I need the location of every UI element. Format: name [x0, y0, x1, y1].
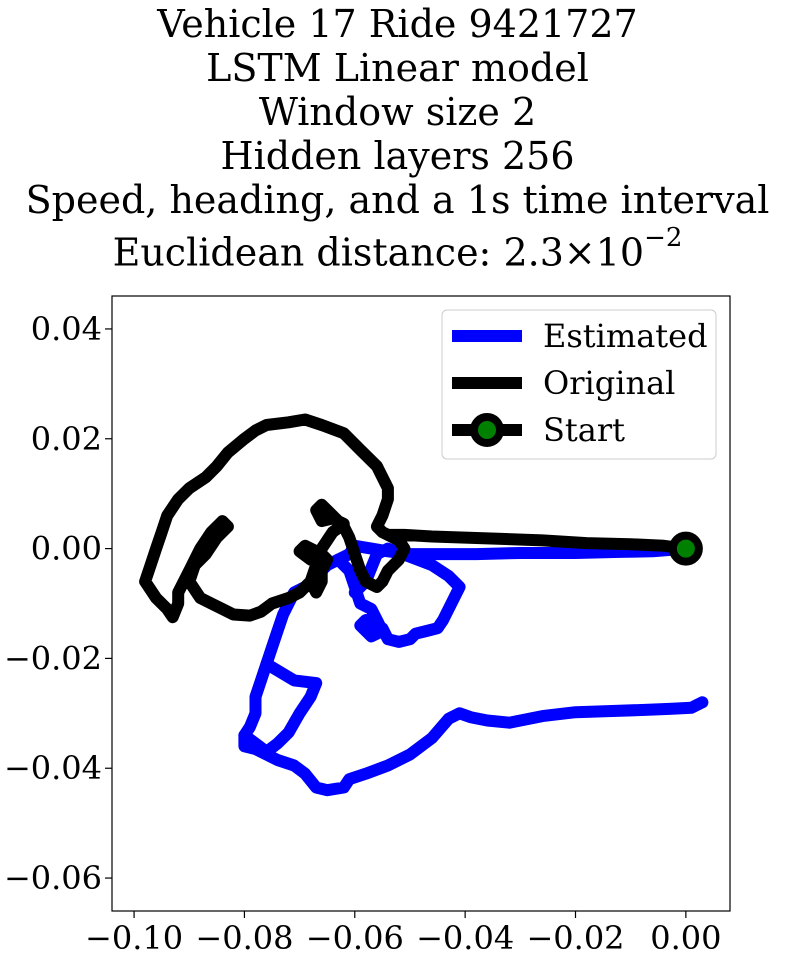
metric-exponent: −2	[644, 223, 683, 253]
chart-title: Vehicle 17 Ride 9421727 LSTM Linear mode…	[0, 2, 795, 275]
title-line-hidden: Hidden layers 256	[220, 134, 575, 178]
x-tick-label: −0.02	[526, 919, 624, 957]
y-tick-label: 0.02	[31, 420, 102, 458]
metric-prefix: Euclidean distance:	[112, 230, 504, 275]
legend-label-start: Start	[543, 411, 625, 449]
x-tick-label: −0.04	[416, 919, 514, 957]
title-line-features: Speed, heading, and a 1s time interval	[25, 178, 770, 222]
title-line-vehicle: Vehicle 17 Ride 9421727	[157, 2, 638, 46]
x-tick-label: −0.10	[85, 919, 183, 957]
legend-box	[441, 309, 717, 460]
metric-times: ×	[563, 230, 596, 275]
y-tick-label: −0.02	[4, 639, 102, 677]
trajectory-tracks	[139, 413, 709, 797]
metric-base: 10	[595, 230, 645, 275]
series-original-line	[139, 413, 692, 624]
x-axis-ticks: −0.10 −0.08 −0.06 −0.04 −0.02 0.00	[85, 911, 721, 957]
series-estimated-segment-2	[332, 542, 466, 648]
x-tick-label: −0.08	[195, 919, 293, 957]
y-tick-label: 0.04	[31, 310, 102, 348]
legend-start-marker	[470, 413, 504, 447]
legend: Estimated Original Start	[441, 309, 717, 460]
metric-mantissa: 2.3	[503, 230, 564, 275]
x-tick-label: 0.00	[650, 919, 721, 957]
series-estimated-segment-1	[238, 657, 323, 758]
y-tick-label: −0.04	[4, 749, 102, 787]
y-axis-ticks: −0.06 −0.04 −0.02 0.00 0.02 0.04	[4, 310, 112, 897]
axes-frame	[111, 295, 731, 912]
y-tick-label: 0.00	[31, 530, 102, 568]
title-line-metric: Euclidean distance: 2.3×10−2	[0, 222, 795, 275]
x-tick-label: −0.06	[306, 919, 404, 957]
y-tick-label: −0.06	[4, 859, 102, 897]
legend-label-original: Original	[543, 364, 675, 402]
start-marker	[668, 531, 703, 566]
title-line-window: Window size 2	[258, 90, 537, 134]
title-line-model: LSTM Linear model	[206, 46, 589, 90]
legend-label-estimated: Estimated	[543, 317, 708, 355]
